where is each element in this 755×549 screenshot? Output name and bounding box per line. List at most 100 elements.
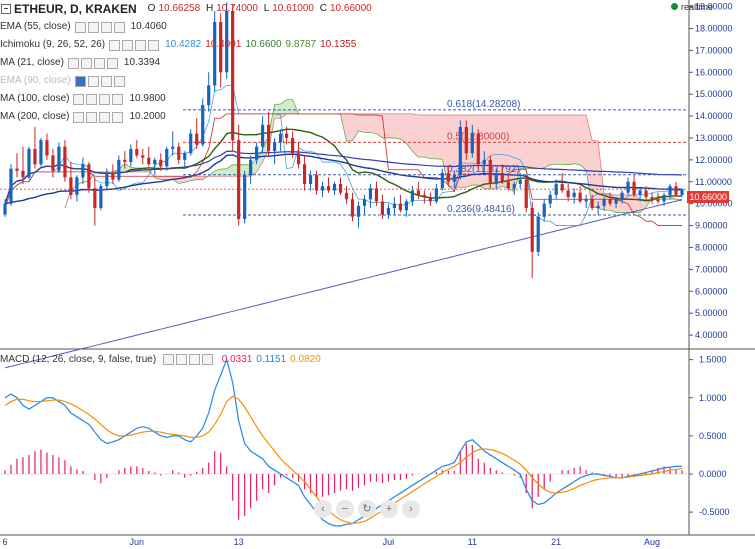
close-icon[interactable]	[93, 57, 105, 69]
candle-body	[261, 124, 265, 147]
more-icon[interactable]	[113, 75, 125, 87]
visibility-icon[interactable]	[109, 39, 121, 51]
candle-body	[207, 85, 211, 106]
indicator-row[interactable]: EMA (90, close)	[0, 72, 372, 90]
candlesticks	[3, 2, 684, 279]
cloud-segment	[160, 176, 167, 180]
price-tick-label: 5.00000	[695, 308, 728, 318]
macd-value: 0.0820	[290, 354, 321, 366]
indicator-row[interactable]: MA (21, close) 10.3394	[0, 54, 372, 72]
indicator-value: 10.4001	[205, 39, 242, 50]
candle-body	[596, 205, 600, 209]
close-icon[interactable]	[135, 39, 147, 51]
more-icon[interactable]	[106, 57, 118, 69]
candle-body	[656, 199, 660, 202]
close-icon[interactable]	[100, 75, 112, 87]
settings-icon[interactable]	[122, 39, 134, 51]
candle-body	[129, 148, 133, 163]
candle-body	[530, 208, 534, 252]
more-icon[interactable]	[112, 93, 124, 105]
settings-icon[interactable]	[87, 75, 99, 87]
indicator-name: EMA (90, close)	[0, 75, 71, 86]
settings-icon[interactable]	[86, 93, 98, 105]
cloud-segment	[592, 140, 599, 209]
candle-body	[99, 186, 103, 209]
fib-level-label: 0.618(14.28208)	[447, 99, 520, 110]
cloud-segment	[400, 113, 407, 144]
candle-body	[21, 170, 25, 178]
scroll-right-icon[interactable]: ›	[402, 500, 420, 518]
macd-settings-icon[interactable]	[175, 354, 187, 365]
indicator-name: EMA (55, close)	[0, 21, 71, 32]
candle-body	[356, 205, 361, 217]
candle-body	[500, 173, 504, 182]
settings-icon[interactable]	[80, 57, 92, 69]
more-icon[interactable]	[113, 21, 125, 33]
visibility-icon[interactable]	[73, 93, 85, 105]
candle-body	[494, 173, 498, 184]
candle-body	[404, 201, 409, 211]
macd-line	[4, 357, 683, 527]
settings-icon[interactable]	[87, 21, 99, 33]
time-tick-label: 6	[2, 537, 7, 547]
macd-panel	[0, 357, 687, 527]
cloud-segment	[436, 114, 443, 160]
macd-close-icon[interactable]	[188, 354, 200, 365]
zoom-out-icon[interactable]: −	[336, 500, 354, 518]
cloud-segment	[478, 114, 485, 189]
visibility-icon[interactable]	[74, 21, 86, 33]
candle-body	[201, 105, 205, 145]
cloud-segment	[544, 114, 551, 169]
macd-tick-label: 0.0000	[699, 469, 727, 479]
candle-body	[15, 168, 19, 171]
price-tick-label: 7.00000	[695, 264, 728, 274]
candle-body	[171, 146, 175, 149]
more-icon[interactable]	[112, 111, 124, 123]
candle-body	[662, 194, 666, 202]
candle-body	[674, 186, 678, 195]
symbol-row: − ETHEUR, D, KRAKEN O 10.66258 H 10.74000 …	[0, 0, 372, 18]
cloud-segment	[364, 113, 371, 133]
price-tick-label: 18.00000	[695, 23, 733, 33]
close-icon[interactable]	[100, 21, 112, 33]
indicator-row[interactable]: MA (100, close) 10.9800	[0, 90, 372, 108]
candle-body	[63, 146, 67, 178]
candle-body	[45, 140, 49, 156]
candle-body	[105, 173, 109, 187]
scroll-left-icon[interactable]: ‹	[314, 500, 332, 518]
reset-icon[interactable]: ↻	[358, 500, 376, 518]
indicator-row[interactable]: MA (200, close) 10.2000	[0, 108, 372, 126]
time-tick-label: Jul	[383, 537, 395, 547]
indicator-row[interactable]: Ichimoku (9, 26, 52, 26) 10.4282 10.4001 10…	[0, 36, 372, 54]
macd-more-icon[interactable]	[201, 354, 213, 365]
chart-nav-bar: ‹ − ↻ + ›	[314, 500, 420, 518]
cloud-segment	[640, 199, 647, 213]
candle-body	[680, 189, 684, 195]
price-tick-label: 11.00000	[695, 177, 732, 187]
candle-body	[584, 199, 588, 202]
close-icon[interactable]	[99, 93, 111, 105]
candle-body	[117, 159, 121, 180]
more-icon[interactable]	[148, 39, 160, 51]
macd-tick-label: 1.5000	[699, 355, 727, 365]
candle-body	[458, 127, 462, 176]
candle-body	[464, 127, 468, 154]
candle-body	[183, 153, 187, 160]
visibility-icon[interactable]	[67, 57, 79, 69]
candle-body	[255, 146, 259, 160]
zoom-in-icon[interactable]: +	[380, 500, 398, 518]
indicator-row[interactable]: EMA (55, close) 10.4060	[0, 18, 372, 36]
macd-visibility-icon[interactable]	[162, 354, 174, 365]
visibility-icon[interactable]	[74, 75, 86, 87]
candle-body	[386, 208, 391, 215]
settings-icon[interactable]	[86, 111, 98, 123]
candle-body	[123, 159, 127, 163]
collapse-icon[interactable]: −	[1, 4, 11, 14]
cloud-segment	[370, 113, 377, 134]
price-tick-label: 16.00000	[695, 67, 733, 77]
close-icon[interactable]	[99, 111, 111, 123]
candle-body	[422, 194, 426, 198]
candle-body	[440, 173, 444, 189]
visibility-icon[interactable]	[73, 111, 85, 123]
